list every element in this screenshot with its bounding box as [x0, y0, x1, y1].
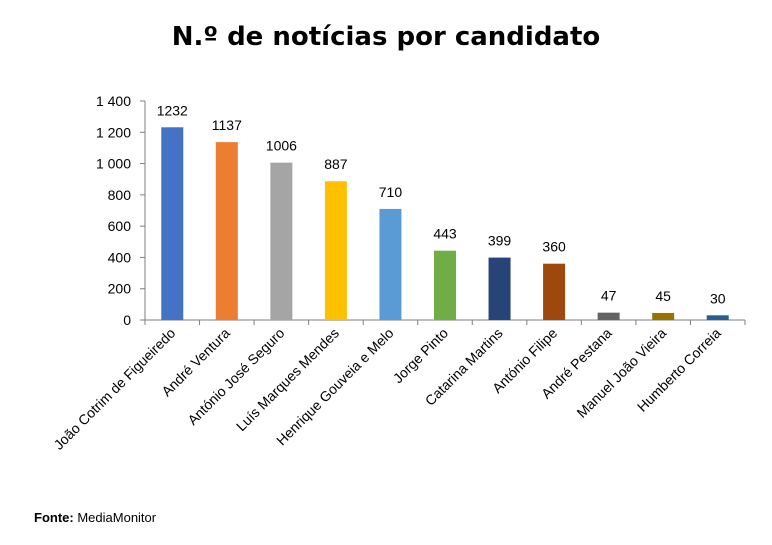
data-label: 1232 [157, 102, 188, 118]
source-label: Fonte [34, 510, 70, 525]
bar [543, 263, 566, 320]
y-tick-label: 600 [108, 218, 132, 234]
bar [434, 250, 456, 320]
data-label: 399 [488, 233, 512, 249]
data-label: 1137 [212, 117, 242, 133]
bar [324, 181, 347, 320]
bar [270, 162, 293, 320]
y-tick-label: 0 [123, 312, 131, 328]
y-tick-label: 800 [108, 187, 132, 203]
category-label: António José Seguro [184, 325, 287, 428]
y-tick-label: 200 [108, 281, 132, 297]
source-note: Fonte: MediaMonitor [34, 510, 156, 525]
chart-title: N.º de notícias por candidato [171, 22, 601, 52]
data-label: 360 [542, 239, 566, 255]
category-label: Luís Marques Mendes [233, 325, 342, 434]
data-label: 443 [433, 226, 457, 242]
y-tick-label: 1 400 [96, 93, 131, 109]
y-tick-label: 400 [108, 249, 132, 265]
y-tick-label: 1 000 [96, 156, 131, 172]
bar [597, 312, 620, 320]
data-label: 30 [710, 290, 726, 306]
y-tick-label: 1 200 [96, 124, 131, 140]
data-label: 1006 [266, 138, 297, 154]
bars [161, 127, 729, 320]
bar [652, 312, 675, 320]
bar [161, 127, 184, 320]
source-separator: : [69, 510, 74, 525]
data-label: 45 [655, 288, 671, 304]
data-label: 710 [379, 184, 403, 200]
bar [379, 208, 402, 320]
bar [706, 315, 729, 320]
bar [488, 257, 511, 320]
source-text: MediaMonitor [73, 510, 157, 525]
bar [215, 142, 238, 320]
data-label: 887 [324, 156, 348, 172]
axes: 0 200 400 600 800 1 000 1 200 1 400 [96, 93, 746, 328]
data-label: 47 [601, 288, 617, 304]
